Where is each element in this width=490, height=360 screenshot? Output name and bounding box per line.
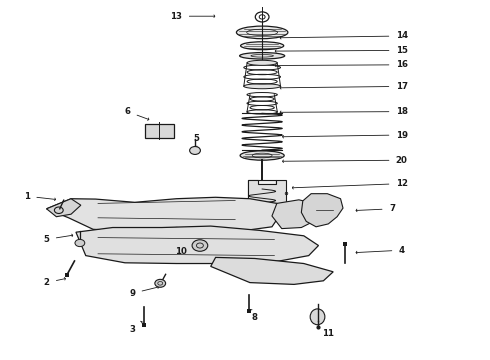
Text: 14: 14 xyxy=(280,31,408,40)
Polygon shape xyxy=(248,180,286,220)
Text: 9: 9 xyxy=(129,286,158,298)
Polygon shape xyxy=(76,226,318,264)
Text: 13: 13 xyxy=(171,12,215,21)
Polygon shape xyxy=(47,199,81,217)
Text: 8: 8 xyxy=(250,310,258,322)
Text: 11: 11 xyxy=(318,322,334,338)
Ellipse shape xyxy=(240,151,284,160)
Text: 7: 7 xyxy=(356,204,395,213)
Polygon shape xyxy=(211,257,333,284)
Text: 1: 1 xyxy=(24,192,55,201)
Polygon shape xyxy=(47,197,279,231)
Text: 20: 20 xyxy=(283,156,408,165)
Circle shape xyxy=(155,279,166,287)
Ellipse shape xyxy=(247,60,277,65)
Ellipse shape xyxy=(310,309,325,325)
Text: 5: 5 xyxy=(193,134,199,147)
Text: 4: 4 xyxy=(356,246,405,255)
Text: 5: 5 xyxy=(44,234,73,244)
Text: 19: 19 xyxy=(283,130,408,139)
Polygon shape xyxy=(301,194,343,227)
Bar xyxy=(248,180,276,218)
Text: 18: 18 xyxy=(280,107,408,116)
Ellipse shape xyxy=(241,42,284,50)
Text: 15: 15 xyxy=(275,46,408,55)
Text: 16: 16 xyxy=(275,60,408,69)
Text: 12: 12 xyxy=(293,179,408,189)
Circle shape xyxy=(75,239,85,247)
Circle shape xyxy=(192,240,208,251)
Text: 17: 17 xyxy=(280,82,408,91)
Text: 3: 3 xyxy=(129,321,142,334)
Ellipse shape xyxy=(237,26,288,39)
Text: 10: 10 xyxy=(175,246,196,256)
Polygon shape xyxy=(145,124,174,138)
Polygon shape xyxy=(272,200,319,229)
Circle shape xyxy=(190,147,200,154)
Ellipse shape xyxy=(244,84,280,89)
Text: 6: 6 xyxy=(124,107,149,120)
Ellipse shape xyxy=(240,53,285,59)
Text: 2: 2 xyxy=(44,278,65,287)
